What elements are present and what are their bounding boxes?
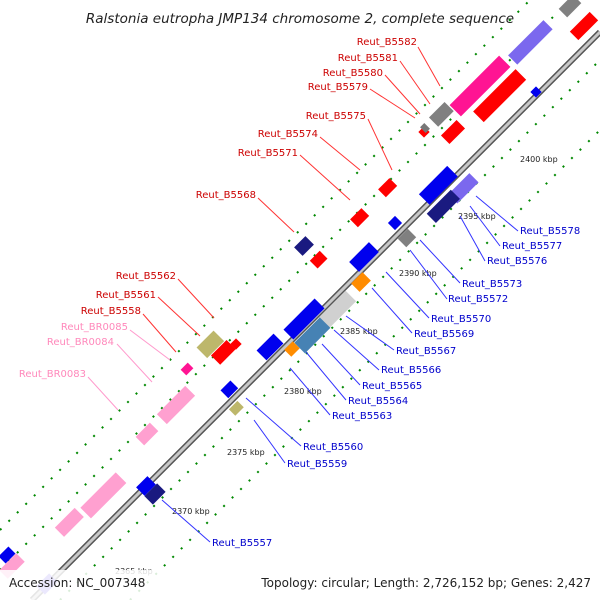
- label-reut-b5571[interactable]: Reut_B5571: [238, 148, 298, 159]
- gene-b5563[interactable]: [256, 333, 284, 361]
- gene-b5557-b[interactable]: [144, 483, 166, 505]
- label-reut-b5567[interactable]: Reut_B5567: [396, 346, 456, 357]
- gene-red[interactable]: [569, 11, 599, 41]
- label-reut-b5563[interactable]: Reut_B5563: [332, 411, 392, 422]
- pink-rna-labels: Reut_BR0085 Reut_BR0084 Reut_BR0083: [19, 322, 171, 411]
- gene-red-b5568[interactable]: [309, 250, 328, 269]
- scale-label-2400: 2400 kbp: [520, 155, 558, 164]
- gene-b5567[interactable]: [318, 290, 357, 329]
- gene-b5564[interactable]: [284, 341, 300, 357]
- gene-b5570[interactable]: [349, 242, 379, 272]
- accession-text: Accession: NC_007348: [9, 576, 145, 590]
- label-reut-b5564[interactable]: Reut_B5564: [348, 396, 408, 407]
- gene-b5576[interactable]: [426, 189, 460, 223]
- rna-br0083[interactable]: [135, 422, 159, 446]
- scale-label-2390: 2390 kbp: [399, 269, 437, 278]
- label-reut-br0084[interactable]: Reut_BR0084: [47, 337, 114, 348]
- scale-label-2375: 2375 kbp: [227, 448, 265, 457]
- gene-grey-2[interactable]: [428, 101, 454, 127]
- label-reut-b5579[interactable]: Reut_B5579: [308, 82, 368, 93]
- label-reut-b5559[interactable]: Reut_B5559: [287, 459, 347, 470]
- gene-grey[interactable]: [558, 0, 582, 18]
- label-reut-b5575[interactable]: Reut_B5575: [306, 111, 366, 122]
- gene-red-large[interactable]: [473, 69, 527, 123]
- label-reut-b5580[interactable]: Reut_B5580: [323, 68, 383, 79]
- label-reut-b5561[interactable]: Reut_B5561: [96, 290, 156, 301]
- label-reut-b5565[interactable]: Reut_B5565: [362, 381, 422, 392]
- tick-row-inner-left: [0, 0, 531, 531]
- gene-b5569[interactable]: [351, 272, 371, 292]
- rna-br0084[interactable]: [156, 385, 196, 425]
- gene-b5573[interactable]: [397, 228, 417, 248]
- label-reut-b5570[interactable]: Reut_B5570: [431, 314, 491, 325]
- label-reut-b5573[interactable]: Reut_B5573: [462, 279, 522, 290]
- gene-red-tiny[interactable]: [230, 338, 242, 350]
- scale-label-2370: 2370 kbp: [172, 507, 210, 516]
- scale-label-2385: 2385 kbp: [340, 327, 378, 336]
- gene-red-b5575[interactable]: [378, 178, 398, 198]
- label-reut-b5578[interactable]: Reut_B5578: [520, 226, 580, 237]
- gene-b5559[interactable]: [228, 400, 244, 416]
- label-reut-b5569[interactable]: Reut_B5569: [414, 329, 474, 340]
- gene-red-b5561[interactable]: [210, 339, 236, 365]
- gene-khaki[interactable]: [196, 330, 225, 359]
- gene-b5578[interactable]: [418, 165, 458, 205]
- tick-row-inner-right: [129, 129, 600, 600]
- label-reut-b5566[interactable]: Reut_B5566: [381, 365, 441, 376]
- gene-red-small[interactable]: [440, 119, 466, 145]
- footer-background: [0, 570, 600, 600]
- rna-large[interactable]: [80, 472, 127, 519]
- label-reut-br0085[interactable]: Reut_BR0085: [61, 322, 128, 333]
- gene-b5572[interactable]: [387, 215, 403, 231]
- label-reut-b5574[interactable]: Reut_B5574: [258, 129, 318, 140]
- gene-b5557[interactable]: [136, 476, 156, 496]
- label-reut-b5560[interactable]: Reut_B5560: [303, 442, 363, 453]
- label-reut-b5576[interactable]: Reut_B5576: [487, 256, 547, 267]
- label-reut-b5558[interactable]: Reut_B5558: [81, 306, 141, 317]
- gene-b5560[interactable]: [220, 380, 239, 399]
- gene-blue-bottom[interactable]: [0, 546, 16, 564]
- tick-row-outer-right: [59, 59, 600, 600]
- gene-navy[interactable]: [294, 236, 314, 256]
- gene-red-b5574[interactable]: [350, 208, 370, 228]
- label-reut-b5581[interactable]: Reut_B5581: [338, 53, 398, 64]
- gene-magenta-small[interactable]: [180, 362, 194, 376]
- gene-b5565[interactable]: [283, 298, 325, 340]
- upper-strand-genes: [0, 0, 599, 579]
- label-reut-b5568[interactable]: Reut_B5568: [196, 190, 256, 201]
- gene-b5566[interactable]: [294, 317, 331, 354]
- map-title: Ralstonia eutropha JMP134 chromosome 2, …: [86, 11, 514, 27]
- label-reut-b5557[interactable]: Reut_B5557: [212, 538, 272, 549]
- blue-gene-labels: Reut_B5578 Reut_B5577 Reut_B5576 Reut_B5…: [161, 195, 580, 549]
- scale-label-2380: 2380 kbp: [284, 387, 322, 396]
- scale-labels: 2365 kbp 2370 kbp 2375 kbp 2380 kbp 2385…: [115, 155, 558, 576]
- label-reut-b5562[interactable]: Reut_B5562: [116, 271, 176, 282]
- red-gene-labels: Reut_B5582 Reut_B5581 Reut_B5580 Reut_B5…: [81, 37, 441, 353]
- topology-summary-text: Topology: circular; Length: 2,726,152 bp…: [260, 576, 591, 590]
- gene-purple[interactable]: [508, 20, 553, 65]
- label-reut-b5572[interactable]: Reut_B5572: [448, 294, 508, 305]
- label-reut-b5577[interactable]: Reut_B5577: [502, 241, 562, 252]
- scale-label-2395: 2395 kbp: [458, 212, 496, 221]
- rna-small[interactable]: [54, 507, 84, 537]
- gene-magenta[interactable]: [449, 55, 511, 117]
- label-reut-br0083[interactable]: Reut_BR0083: [19, 369, 86, 380]
- gene-grey-small[interactable]: [420, 123, 430, 133]
- label-reut-b5582[interactable]: Reut_B5582: [357, 37, 417, 48]
